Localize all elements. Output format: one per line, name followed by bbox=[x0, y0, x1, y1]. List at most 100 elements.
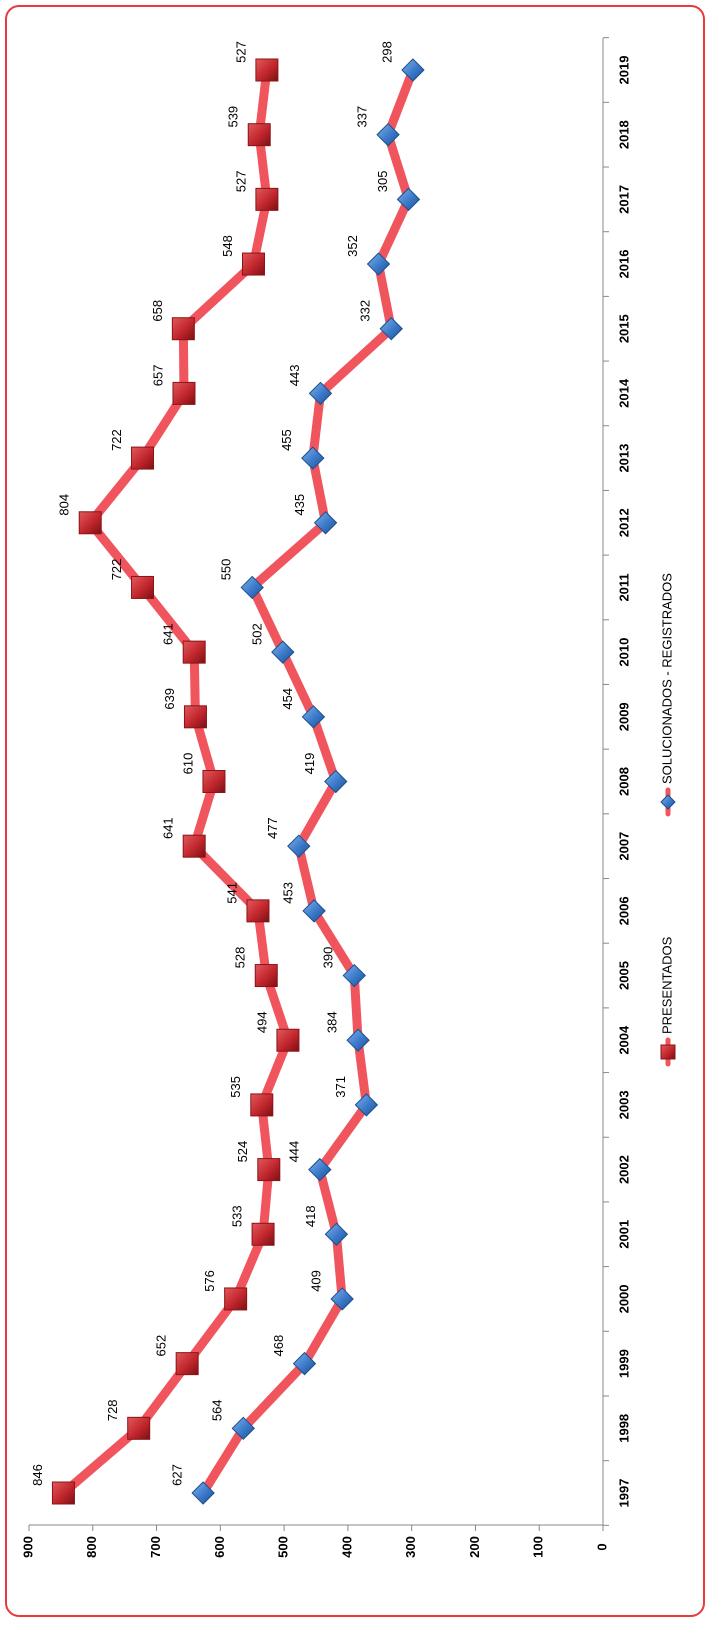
value-tick-label: 0 bbox=[594, 1543, 609, 1550]
data-label: 384 bbox=[325, 1011, 340, 1033]
data-label: 443 bbox=[287, 365, 302, 387]
category-tick-label: 2013 bbox=[616, 444, 631, 473]
data-label: 494 bbox=[254, 1011, 269, 1033]
category-tick-label: 2009 bbox=[616, 702, 631, 731]
data-label: 390 bbox=[321, 947, 336, 969]
axes: 0 100 200 300 400 500 600 700 800 900 1997 1998 1999… bbox=[20, 37, 631, 1558]
value-tick-label: 600 bbox=[212, 1536, 227, 1558]
solucionados-point bbox=[396, 187, 421, 212]
data-label: 550 bbox=[219, 559, 234, 581]
category-tick-label: 1999 bbox=[616, 1349, 631, 1378]
presentados-point bbox=[183, 705, 207, 729]
presentados-point bbox=[251, 1222, 275, 1246]
presentados-point bbox=[224, 1287, 248, 1311]
data-label: 298 bbox=[379, 41, 394, 63]
data-label: 846 bbox=[30, 1464, 45, 1486]
presentados-point bbox=[127, 1416, 151, 1440]
data-label: 658 bbox=[150, 300, 165, 322]
value-tick-label: 500 bbox=[276, 1536, 291, 1558]
legend-marker-square bbox=[660, 1044, 676, 1060]
category-tick-label: 2001 bbox=[616, 1220, 631, 1249]
data-label: 502 bbox=[249, 623, 264, 645]
solucionados-point bbox=[231, 1416, 256, 1441]
data-label: 627 bbox=[170, 1464, 185, 1486]
solucionados-point bbox=[376, 122, 400, 147]
solucionados-point bbox=[292, 1351, 317, 1376]
solucionados-point bbox=[324, 1222, 349, 1246]
data-label: 657 bbox=[150, 365, 165, 387]
data-label: 444 bbox=[286, 1141, 301, 1163]
data-label: 527 bbox=[233, 41, 248, 63]
solucionados-point bbox=[366, 252, 391, 276]
presentados-point bbox=[172, 381, 196, 405]
value-tick-label: 900 bbox=[20, 1536, 35, 1558]
category-tick-label: 2017 bbox=[616, 185, 631, 214]
data-label: 468 bbox=[271, 1335, 286, 1357]
category-tick-label: 2004 bbox=[616, 1025, 631, 1055]
presentados-point bbox=[254, 964, 278, 988]
solucionados-point bbox=[301, 446, 325, 470]
data-label: 652 bbox=[154, 1335, 169, 1357]
value-tick-label: 400 bbox=[339, 1536, 354, 1558]
legend: PRESENTADOS SOLUCIONADOS - REGISTRADOS bbox=[659, 573, 676, 1067]
category-tick-label: 2016 bbox=[616, 250, 631, 279]
solucionados-point bbox=[308, 1157, 332, 1182]
data-labels: 846 728 652 576 533 524 535 494 528 541 641 610 639 6… bbox=[30, 41, 395, 1486]
presentados-point bbox=[247, 123, 271, 147]
solucionados-point bbox=[330, 1287, 354, 1311]
category-tick-label: 1997 bbox=[616, 1479, 631, 1508]
presentados-point bbox=[255, 58, 279, 82]
data-label: 305 bbox=[375, 171, 390, 193]
value-tick-label: 800 bbox=[84, 1536, 99, 1558]
data-label: 435 bbox=[292, 494, 307, 516]
data-label: 454 bbox=[280, 688, 295, 710]
data-label: 533 bbox=[230, 1205, 245, 1227]
category-tick-label: 2002 bbox=[616, 1155, 631, 1184]
data-label: 728 bbox=[105, 1399, 120, 1421]
data-label: 564 bbox=[210, 1399, 225, 1421]
data-label: 419 bbox=[302, 753, 317, 775]
category-tick-label: 2005 bbox=[616, 961, 631, 990]
series bbox=[51, 58, 425, 1505]
data-label: 352 bbox=[345, 235, 360, 257]
presentados-point bbox=[131, 446, 155, 470]
presentados-point bbox=[276, 1028, 300, 1052]
data-label: 477 bbox=[265, 817, 280, 839]
solucionados-point bbox=[379, 317, 403, 341]
legend-label: SOLUCIONADOS - REGISTRADOS bbox=[659, 573, 674, 784]
category-tick-label: 2018 bbox=[616, 120, 631, 149]
legend-label: PRESENTADOS bbox=[659, 936, 674, 1034]
data-label: 524 bbox=[235, 1141, 250, 1163]
category-tick-label: 2008 bbox=[616, 767, 631, 796]
category-tick-label: 2012 bbox=[616, 508, 631, 537]
data-label: 576 bbox=[202, 1270, 217, 1292]
category-tick-label: 2011 bbox=[616, 573, 631, 601]
category-tick-label: 2014 bbox=[616, 378, 631, 408]
solucionados-point bbox=[401, 58, 425, 82]
presentados-point bbox=[241, 252, 265, 276]
solucionados-point bbox=[354, 1093, 379, 1117]
solucionados-point bbox=[342, 963, 366, 988]
category-tick-label: 2019 bbox=[616, 56, 631, 85]
presentados-point bbox=[257, 1158, 281, 1182]
category-tick-label: 1998 bbox=[616, 1414, 631, 1443]
category-tick-label: 2015 bbox=[616, 314, 631, 343]
category-tick-label: 2007 bbox=[616, 832, 631, 861]
series-line-presentados bbox=[58, 65, 293, 1498]
solucionados-point bbox=[313, 511, 338, 535]
data-label: 418 bbox=[303, 1205, 318, 1227]
solucionados-point bbox=[287, 834, 311, 858]
data-label: 541 bbox=[224, 882, 239, 904]
data-label: 337 bbox=[355, 106, 370, 128]
presentados-point bbox=[171, 317, 195, 341]
data-label: 610 bbox=[180, 753, 195, 775]
solucionados-point bbox=[271, 640, 295, 664]
data-label: 371 bbox=[333, 1076, 348, 1098]
category-tick-label: 2010 bbox=[616, 638, 631, 667]
presentados-point bbox=[175, 1352, 199, 1376]
data-label: 535 bbox=[228, 1076, 243, 1098]
solucionados-point bbox=[308, 381, 333, 406]
solucionados-point bbox=[240, 575, 264, 600]
data-label: 528 bbox=[233, 947, 248, 969]
solucionados-point bbox=[302, 899, 326, 923]
